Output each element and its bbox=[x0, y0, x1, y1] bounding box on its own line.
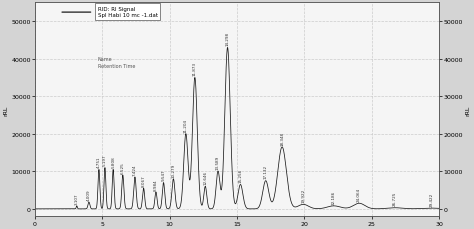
Text: 19.922: 19.922 bbox=[301, 188, 305, 202]
Text: 18.348: 18.348 bbox=[280, 131, 284, 145]
Text: 3.107: 3.107 bbox=[75, 192, 79, 204]
Text: RID: RI Signal
Spl Habi 10 mc -1.dat: RID: RI Signal Spl Habi 10 mc -1.dat bbox=[98, 7, 157, 18]
Text: 11.873: 11.873 bbox=[193, 62, 197, 76]
Text: 22.186: 22.186 bbox=[332, 190, 336, 204]
Text: Name
Retention Time: Name Retention Time bbox=[98, 57, 135, 68]
Text: 13.589: 13.589 bbox=[216, 155, 220, 169]
Y-axis label: rRL: rRL bbox=[3, 105, 9, 115]
Text: 29.422: 29.422 bbox=[429, 192, 433, 206]
Text: 10.279: 10.279 bbox=[172, 163, 175, 177]
Text: 26.725: 26.725 bbox=[393, 191, 397, 206]
Y-axis label: rRL: rRL bbox=[465, 105, 471, 115]
Text: 5.197: 5.197 bbox=[103, 154, 107, 166]
Text: 7.424: 7.424 bbox=[133, 164, 137, 175]
Text: 8.067: 8.067 bbox=[142, 174, 146, 186]
Text: 11.204: 11.204 bbox=[184, 118, 188, 132]
Text: 5.808: 5.808 bbox=[111, 156, 115, 167]
Text: 6.525: 6.525 bbox=[121, 161, 125, 173]
Text: 24.064: 24.064 bbox=[357, 187, 361, 201]
Text: 4.009: 4.009 bbox=[87, 188, 91, 200]
Text: 14.298: 14.298 bbox=[226, 32, 229, 46]
Text: 17.132: 17.132 bbox=[264, 165, 268, 179]
Text: 12.646: 12.646 bbox=[203, 170, 207, 184]
Text: 4.751: 4.751 bbox=[97, 156, 101, 167]
Text: 9.547: 9.547 bbox=[162, 169, 165, 180]
Text: 15.256: 15.256 bbox=[238, 168, 242, 183]
Text: 8.984: 8.984 bbox=[154, 178, 158, 190]
